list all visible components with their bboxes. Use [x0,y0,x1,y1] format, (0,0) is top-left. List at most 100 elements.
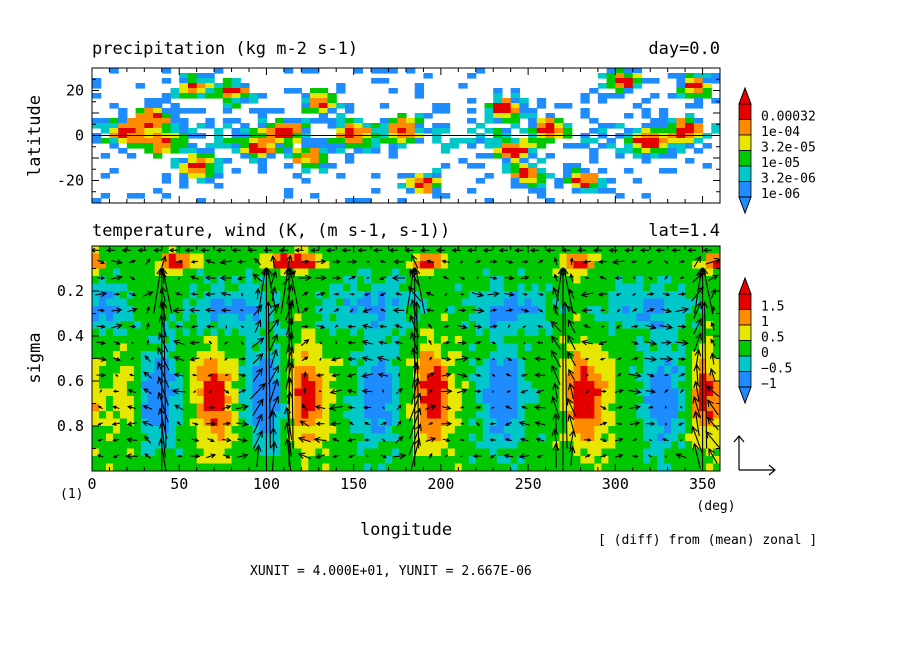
temperature-cell [392,291,400,300]
temperature-cell [643,253,651,262]
temperature-cell [489,418,498,427]
temperature-cell [294,261,302,270]
temperature-cell [419,448,428,457]
precip-cell [597,73,608,79]
wind-arrowhead [430,422,434,425]
precip-cell [676,83,686,89]
wind-arrowhead [536,340,541,345]
temperature-cell [538,321,547,330]
temperature-cell [482,253,491,262]
temperature-cell [671,298,679,307]
temperature-cell [454,358,463,367]
temperature-colorbar: 1.510.50−0.5−1 [738,276,792,405]
temperature-cell [126,351,135,360]
temperature-cell [364,426,372,435]
colorbar-label: 0.00032 [761,110,816,125]
wind-arrowhead [529,247,535,253]
temperature-cell [357,328,365,337]
temperature-cell [126,283,135,292]
wind-arrowhead [634,308,638,312]
precip-cell [406,173,416,179]
temperature-cell [322,381,330,390]
precip-cell [222,78,233,84]
temperature-cell [678,291,686,300]
wind-arrowhead [237,259,243,264]
precip-cell [336,123,346,129]
precip-cell [388,68,398,74]
precip-cell [118,118,128,124]
precip-cell [214,163,224,169]
temperature-cell [468,298,477,307]
temperature-cell [315,396,323,405]
wind-arrowhead [429,452,433,457]
wind-arrowhead [492,308,498,312]
wind-arrowhead [429,388,433,392]
temperature-cell [664,306,672,315]
temperature-cell [566,351,575,360]
temperature-cell [406,463,414,471]
wind-arrowhead [379,260,384,264]
temperature-cell [594,253,602,262]
wind-arrowhead [410,253,418,262]
wind-arrowhead [100,356,108,362]
temperature-cell [566,403,575,412]
temperature-cell [517,366,526,375]
temperature-cell [419,321,428,330]
wind-arrowhead [489,454,494,459]
wind-arrowhead [320,259,327,265]
wind-arrowhead [131,259,137,264]
temperature-cell [580,441,589,450]
wind-arrowhead [477,276,480,279]
temperature-cell [133,313,142,322]
temperature-cell [447,321,456,330]
precip-cell [310,143,320,149]
temperature-cell [266,373,275,382]
temperature-cell [678,268,686,277]
temperature-cell [217,298,226,307]
temperature-cell [322,291,330,300]
wind-arrow [705,431,720,449]
temperature-cell [371,456,379,465]
precip-cell [536,98,547,104]
temperature-cell [119,351,128,360]
temperature-cell [329,261,337,270]
temperature-cell [643,463,651,471]
temperature-cell [231,351,240,360]
temperature-cell [671,336,679,345]
wind-arrowhead [225,326,228,329]
temperature-cell [636,268,644,277]
temperature-cell [440,276,449,285]
temperature-cell [315,261,323,270]
wind-arrow [567,398,577,417]
temperature-cell [685,358,693,367]
precip-cell [693,73,704,79]
temperature-cell [559,261,568,270]
temperature-cell [657,306,665,315]
precip-cell [379,128,390,134]
temperature-cell [587,328,595,337]
temperature-cell [259,261,268,270]
temperature-cell [433,306,442,315]
temperature-cell [601,328,609,337]
temperature-cell [447,298,456,307]
temperature-cell [315,298,323,307]
temperature-cell [126,321,135,330]
precip-cell [109,118,119,124]
precip-cell [161,98,172,104]
temperature-cell [357,396,365,405]
temperature-cell [440,291,449,300]
temperature-cell [531,306,540,315]
temperature-cell [685,433,693,442]
temperature-cell [280,403,288,412]
temperature-cell [412,463,421,471]
temperature-cell [343,358,351,367]
precip-cell [528,123,538,129]
temperature-cell [168,298,177,307]
temperature-cell [371,463,379,471]
temperature-cell [294,403,302,412]
temperature-cell [685,396,693,405]
wind-arrowhead [444,293,447,297]
temperature-cell [371,351,379,360]
temperature-cell [566,433,575,442]
temperature-cell [573,268,582,277]
